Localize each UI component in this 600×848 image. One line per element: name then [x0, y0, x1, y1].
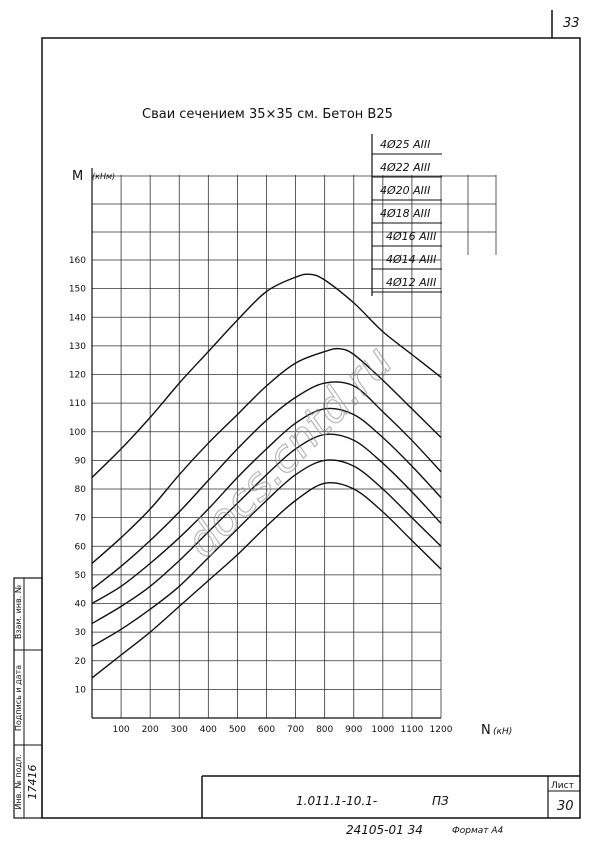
y-tick-label: 10 — [75, 685, 87, 695]
x-tick-label: 1200 — [430, 725, 453, 735]
y-tick-label: 40 — [75, 600, 87, 610]
x-tick-label: 200 — [142, 725, 159, 735]
y-tick-label: 120 — [69, 371, 86, 381]
footer-number: 24105-01 34 — [346, 823, 423, 837]
y-tick-label: 140 — [69, 313, 86, 323]
series-curve — [91, 459, 442, 648]
x-tick-label: 300 — [171, 725, 188, 735]
legend-label: 4Ø12 АIII — [386, 276, 436, 289]
legend-label: 4Ø14 АIII — [386, 253, 436, 266]
y-tick-label: 60 — [75, 542, 87, 552]
chart-curves — [91, 273, 442, 679]
legend-label: 4Ø25 АIII — [380, 138, 430, 151]
x-axis-label: N — [481, 723, 491, 738]
legend-label: 4Ø16 АIII — [386, 230, 436, 243]
x-tick-label: 1100 — [400, 725, 423, 735]
y-tick-label: 160 — [69, 256, 86, 266]
side-stamp-frame — [13, 577, 43, 819]
sheet-list-number: 30 — [557, 799, 574, 814]
side-stamp: Взам. инв. № Подпись и дата Инв. № подл.… — [13, 577, 43, 819]
y-tick-label: 130 — [69, 342, 86, 352]
legend-label: 4Ø22 АIII — [380, 161, 430, 174]
x-tick-label: 500 — [229, 725, 246, 735]
y-tick-label: 100 — [69, 428, 86, 438]
x-tick-label: 1000 — [371, 725, 394, 735]
document-code: 1.011.1-10.1- — [296, 794, 377, 808]
legend-label: 4Ø20 АIII — [380, 184, 430, 197]
y-tick-label: 80 — [75, 485, 87, 495]
legend-label: 4Ø18 АIII — [380, 207, 430, 220]
y-tick-label: 110 — [69, 399, 86, 409]
inventory-number: 17416 — [26, 765, 39, 800]
footer-format: Формат А4 — [452, 826, 504, 836]
chart: Сваи сечением 35×35 см. Бетон В25 100 200… — [69, 107, 512, 738]
x-tick-label: 400 — [200, 725, 217, 735]
chart-legend: 4Ø25 АIII 4Ø22 АIII 4Ø20 АIII 4Ø18 АIII 4Ø16… — [371, 134, 442, 296]
side-label-inventory: Инв. № подл. — [14, 754, 23, 809]
side-label-replacement: Взам. инв. № — [14, 584, 23, 639]
title-block: Лист 30 1.011.1-10.1- ПЗ — [201, 775, 580, 818]
series-curve — [91, 482, 442, 679]
x-tick-label: 100 — [112, 725, 129, 735]
chart-axes: 100 200 300 400 500 600 700 800 900 1000 1100 1200 1… — [69, 168, 453, 735]
series-curve — [91, 407, 442, 605]
series-curve — [91, 347, 442, 564]
x-tick-label: 600 — [258, 725, 275, 735]
y-tick-label: 50 — [75, 571, 87, 581]
y-tick-label: 90 — [75, 456, 87, 466]
y-tick-label: 70 — [75, 514, 87, 524]
document-section: ПЗ — [432, 794, 449, 808]
series-curve — [91, 381, 442, 590]
side-label-signature: Подпись и дата — [14, 665, 23, 731]
sheet-list-label: Лист — [551, 781, 574, 791]
series-curve — [91, 273, 442, 479]
x-tick-label: 700 — [287, 725, 304, 735]
x-axis-unit: (кН) — [493, 727, 512, 737]
y-axis-label: M — [72, 169, 83, 184]
x-tick-label: 900 — [345, 725, 362, 735]
y-tick-label: 150 — [69, 285, 86, 295]
drawing-frame — [41, 37, 581, 819]
y-tick-label: 20 — [75, 657, 87, 667]
series-curve — [91, 433, 442, 625]
x-tick-label: 800 — [316, 725, 333, 735]
y-axis-unit: (кНм) — [92, 172, 115, 181]
page-number: 33 — [563, 16, 580, 31]
watermark: docs.cntd.ru — [176, 336, 402, 568]
chart-title: Сваи сечением 35×35 см. Бетон В25 — [142, 107, 393, 122]
y-tick-label: 30 — [75, 628, 87, 638]
